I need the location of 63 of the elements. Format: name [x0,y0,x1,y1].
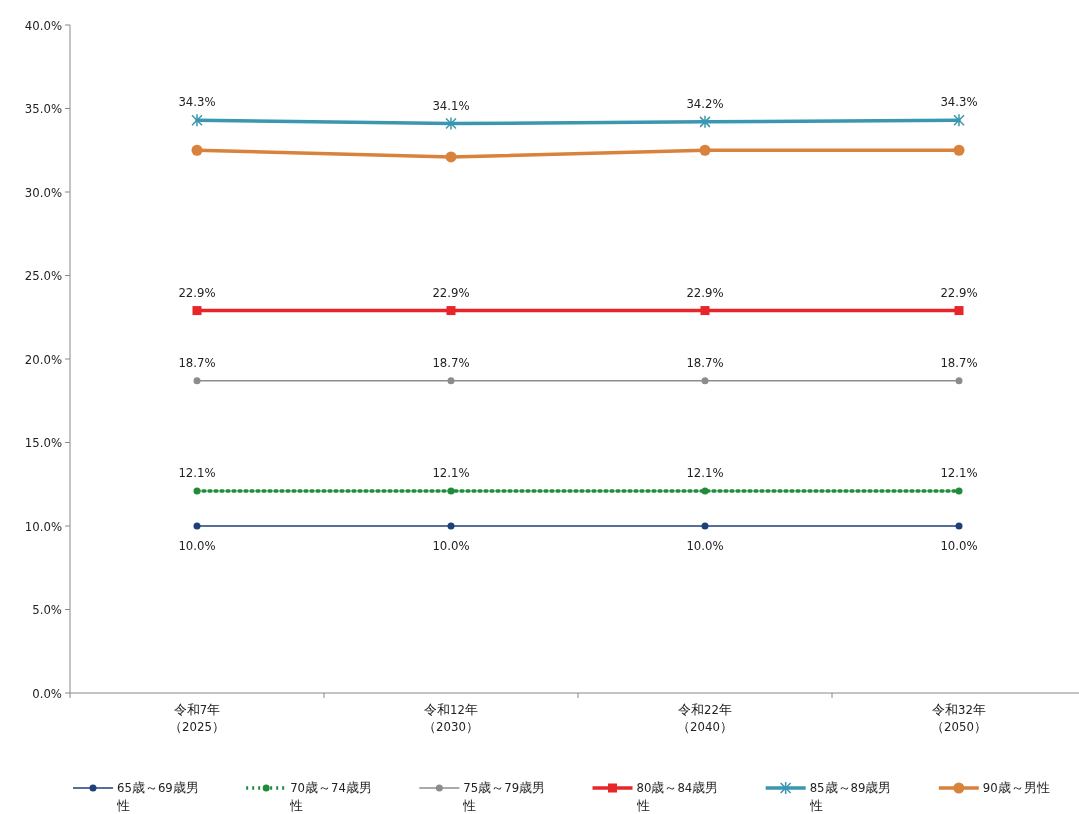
y-tick-label: 35.0% [24,101,62,116]
point [955,487,963,495]
legend-label: 80歳～84歳男性 [636,779,719,814]
point [701,487,709,495]
y-tick-label: 15.0% [24,435,62,450]
point [192,306,202,316]
data-label: 34.2% [686,95,724,111]
point [954,306,964,316]
point [445,151,457,163]
data-label: 34.3% [940,94,978,110]
data-label: 10.0% [940,538,978,553]
point [953,113,965,127]
point [445,116,457,131]
data-label: 18.7% [686,354,724,370]
data-label: 34.3% [178,94,216,110]
data-label: 22.9% [686,284,724,300]
data-label: 10.0% [432,538,470,553]
data-label: 22.9% [178,284,216,300]
point [193,522,201,530]
point [447,522,455,530]
point [701,522,709,530]
x-tick-label: 令和22年（2040） [676,701,734,735]
point [193,377,201,385]
y-tick-label: 10.0% [24,518,62,534]
data-label: 10.0% [686,538,724,553]
y-tick-label: 20.0% [24,351,62,367]
data-label: 22.9% [432,284,470,300]
legend-label: 90歳～男性 [982,779,1051,797]
y-tick-label: 30.0% [24,184,62,200]
data-label: 18.7% [178,354,216,370]
data-label: 12.1% [686,464,724,480]
point [955,377,963,385]
point [699,144,711,156]
point [953,144,965,156]
legend-label: 85歳～89歳男性 [809,779,892,814]
legend-label: 75歳～79歳男性 [463,779,546,814]
legend-label: 65歳～69歳男性 [117,779,199,814]
legend-label: 70歳～74歳男性 [290,779,373,814]
point [447,487,455,495]
data-label: 12.1% [178,464,216,480]
data-label: 10.0% [178,538,216,553]
point [701,377,709,385]
point [699,115,711,129]
x-tick-label: 令和7年（2025） [168,701,226,735]
y-tick-label: 40.0% [24,17,62,33]
y-tick-label: 5.0% [32,602,62,617]
data-label: 22.9% [940,284,978,300]
point [193,487,201,495]
data-label: 18.7% [940,354,978,370]
point [955,522,963,530]
data-label: 12.1% [940,464,978,480]
x-tick-label: 令和12年（2030） [422,701,480,735]
point [191,144,203,156]
data-label: 18.7% [432,354,470,370]
point [447,377,455,385]
point [446,306,456,316]
y-tick-label: 0.0% [32,685,62,701]
data-label: 34.1% [432,97,470,113]
y-tick-label: 25.0% [24,268,62,283]
x-tick-label: 令和32年（2050） [930,701,988,735]
point [700,306,710,316]
data-label: 12.1% [432,464,470,480]
point [191,113,203,127]
